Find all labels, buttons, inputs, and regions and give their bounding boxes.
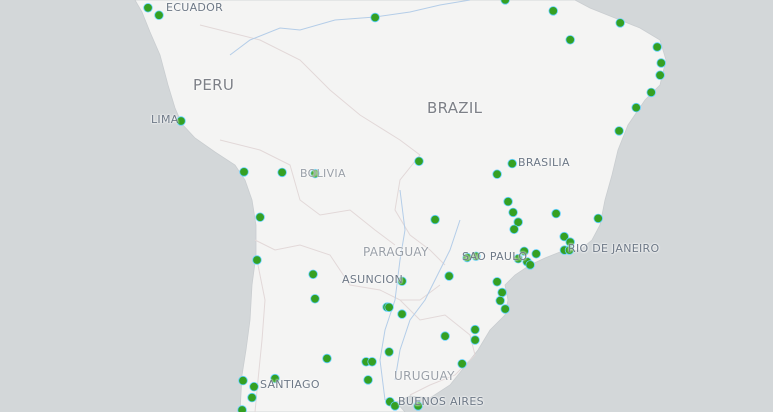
map-marker[interactable] — [363, 375, 373, 385]
map-marker[interactable] — [492, 169, 502, 179]
label-bolivia: BOLIVIA — [300, 167, 346, 180]
map-marker[interactable] — [252, 255, 262, 265]
map-marker[interactable] — [430, 214, 440, 225]
map-marker[interactable] — [559, 231, 569, 242]
map-marker[interactable] — [255, 212, 265, 222]
map-marker[interactable] — [308, 269, 318, 280]
map-marker[interactable] — [513, 217, 523, 227]
map-marker[interactable] — [413, 401, 423, 411]
map-marker[interactable] — [444, 271, 454, 281]
label-paraguay: PARAGUAY — [363, 245, 429, 259]
map-marker[interactable] — [397, 276, 407, 286]
map-marker[interactable] — [631, 102, 641, 113]
map-marker[interactable] — [397, 309, 407, 319]
map-marker[interactable] — [519, 246, 529, 257]
label-sao-paulo: SAO PAULO — [462, 250, 528, 263]
map-marker[interactable] — [237, 405, 247, 412]
label-santiago: SANTIAGO — [260, 378, 320, 391]
map-marker[interactable] — [500, 304, 510, 314]
map-marker[interactable] — [509, 224, 519, 235]
map-marker[interactable] — [531, 249, 541, 259]
map-marker[interactable] — [277, 167, 287, 178]
label-rio-de-janeiro: RIO DE JANEIRO — [568, 242, 660, 255]
map-marker[interactable] — [593, 213, 603, 224]
map-marker[interactable] — [414, 156, 424, 167]
map-marker[interactable] — [322, 353, 332, 364]
map-marker[interactable] — [507, 158, 517, 169]
map-marker[interactable] — [525, 260, 535, 270]
map-marker[interactable] — [513, 254, 523, 264]
map-marker[interactable] — [615, 18, 625, 28]
map-marker[interactable] — [471, 251, 481, 261]
map-marker[interactable] — [470, 335, 480, 345]
map-marker[interactable] — [551, 208, 561, 219]
map-marker[interactable] — [390, 401, 400, 411]
map-marker[interactable] — [367, 357, 377, 367]
map-marker[interactable] — [238, 375, 248, 386]
rivers — [229, 0, 471, 401]
map-marker[interactable] — [503, 196, 513, 207]
map-marker[interactable] — [247, 392, 257, 403]
map-marker[interactable] — [548, 6, 558, 16]
map-marker[interactable] — [310, 294, 320, 304]
label-ecuador: ECUADOR — [166, 1, 224, 14]
map-marker[interactable] — [239, 167, 249, 177]
borders — [199, 24, 476, 412]
map-marker[interactable] — [492, 277, 502, 287]
map-marker[interactable] — [652, 42, 662, 52]
label-buenos-aires: BUENOS AIRES — [398, 395, 484, 408]
marker-layer — [143, 0, 666, 412]
map-marker[interactable] — [384, 347, 394, 357]
label-lima: LIMA — [151, 113, 179, 126]
map-marker[interactable] — [176, 116, 186, 126]
label-brazil: BRAZIL — [427, 99, 483, 117]
map-marker[interactable] — [457, 359, 467, 369]
map-marker[interactable] — [470, 324, 480, 335]
map-marker[interactable] — [143, 3, 153, 13]
map-marker[interactable] — [370, 12, 380, 23]
map-marker[interactable] — [249, 382, 259, 392]
map-marker[interactable] — [656, 58, 666, 68]
map-marker[interactable] — [500, 0, 510, 5]
map-marker[interactable] — [565, 35, 575, 45]
map-marker[interactable] — [384, 302, 394, 313]
label-brasilia: BRASILIA — [518, 156, 570, 169]
label-uruguay: URUGUAY — [394, 369, 455, 383]
map-marker[interactable] — [310, 168, 320, 179]
map-marker[interactable] — [614, 126, 624, 136]
map-marker[interactable] — [440, 331, 450, 341]
map-marker[interactable] — [508, 207, 518, 218]
map-marker[interactable] — [564, 245, 575, 255]
map-marker[interactable] — [154, 10, 164, 20]
map-marker[interactable] — [655, 70, 665, 80]
map-marker[interactable] — [495, 296, 505, 306]
map-marker[interactable] — [270, 373, 280, 384]
map-marker[interactable] — [497, 287, 507, 298]
label-asuncion: ASUNCION — [342, 273, 403, 286]
map-marker[interactable] — [462, 252, 472, 263]
label-peru: PERU — [193, 76, 235, 94]
map-marker[interactable] — [646, 87, 656, 98]
